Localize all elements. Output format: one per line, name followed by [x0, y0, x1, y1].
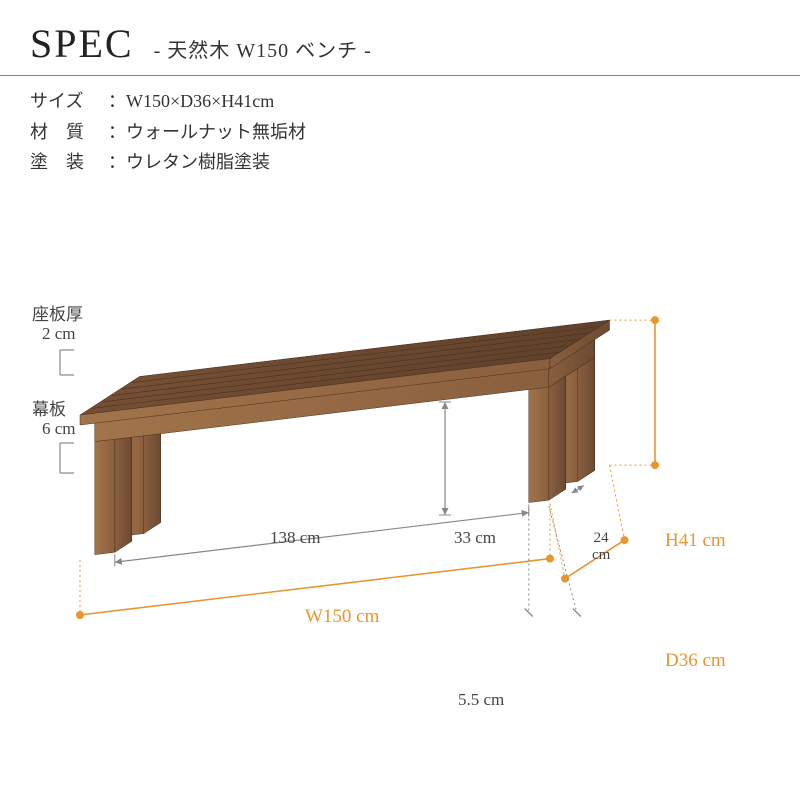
width-total-value: W150 cm — [305, 606, 379, 628]
seat-thickness-value: 2 cm — [42, 324, 76, 344]
leg-width-value: 5.5 cm — [458, 690, 504, 710]
depth-inner-value: 24 cm — [592, 530, 610, 564]
seat-thickness-label: 座板厚 — [32, 300, 83, 325]
height-total-value: H41 cm — [665, 530, 726, 552]
depth-total-value: D36 cm — [665, 650, 726, 672]
bench-diagram — [0, 0, 800, 800]
inner-width-value: 138 cm — [270, 528, 321, 548]
apron-label: 幕板 — [32, 395, 66, 420]
leg-height-value: 33 cm — [454, 528, 496, 548]
apron-value: 6 cm — [42, 419, 76, 439]
